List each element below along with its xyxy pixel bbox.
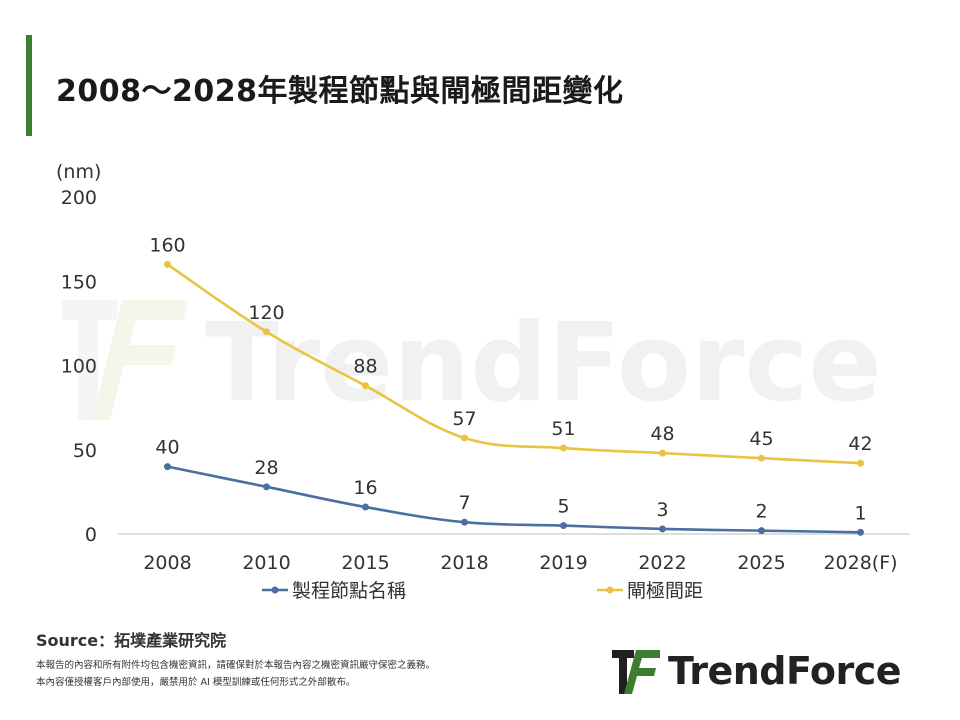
data-label: 40	[155, 437, 179, 459]
data-label: 48	[650, 423, 674, 445]
legend-label: 閘極間距	[627, 580, 703, 602]
chart-series: 40 28 16 7 5 3 2 1 160 120 88 57 51 48 45 42	[149, 234, 873, 536]
data-point	[461, 434, 468, 442]
y-axis-unit-label: (nm)	[56, 161, 101, 183]
x-tick-label: 2028(F)	[823, 552, 897, 574]
y-tick-label: 150	[61, 271, 97, 293]
data-point	[362, 382, 369, 390]
y-tick-label: 0	[85, 524, 97, 546]
watermark: TrendForce	[62, 300, 882, 426]
data-label: 5	[557, 496, 569, 518]
data-point	[362, 503, 369, 511]
data-point	[560, 444, 567, 452]
series-0: 40 28 16 7 5 3 2 1	[155, 437, 867, 536]
y-tick-label: 50	[73, 440, 97, 462]
data-label: 51	[551, 418, 575, 440]
chart-title: 2008～2028年製程節點與閘極間距變化	[56, 74, 624, 109]
chart-legend: 製程節點名稱 閘極間距	[262, 580, 703, 602]
data-point	[659, 449, 666, 457]
data-label: 45	[749, 428, 773, 450]
data-point	[164, 260, 171, 268]
x-tick-label: 2008	[143, 552, 191, 574]
data-label: 88	[353, 356, 377, 378]
x-tick-label: 2025	[737, 552, 785, 574]
data-label: 3	[656, 499, 668, 521]
data-label: 2	[755, 501, 767, 523]
series-line	[167, 465, 861, 534]
watermark-mark-f	[92, 300, 188, 420]
data-point	[164, 463, 171, 471]
logo-text: TrendForce	[668, 649, 902, 693]
watermark-mark	[62, 300, 188, 420]
data-label: 7	[458, 492, 470, 514]
series-1: 160 120 88 57 51 48 45 42	[149, 234, 873, 467]
x-tick-label: 2015	[341, 552, 389, 574]
data-point	[560, 522, 567, 530]
data-point	[857, 528, 864, 536]
data-label: 160	[149, 234, 185, 256]
series-line	[166, 263, 861, 465]
chart-axes: (nm) 0 50 100 150 200 2008 2010 2015 2018 2019 2022…	[56, 161, 910, 574]
data-point	[857, 459, 864, 467]
data-label: 16	[353, 477, 377, 499]
data-label: 1	[854, 502, 866, 524]
data-label: 28	[254, 457, 278, 479]
disclaimer-line-2: 本內容僅授權客戶內部使用，嚴禁用於 AI 模型訓練或任何形式之外部散布。	[36, 677, 356, 688]
data-label: 57	[452, 408, 476, 430]
data-point	[263, 328, 270, 336]
source-note: Source：拓墣產業研究院	[36, 631, 227, 650]
legend-marker	[606, 586, 614, 594]
watermark-text: TrendForce	[205, 301, 882, 426]
legend-label: 製程節點名稱	[292, 580, 406, 602]
watermark-mark-stem	[78, 300, 98, 420]
x-tick-label: 2022	[638, 552, 686, 574]
data-label: 120	[248, 302, 284, 324]
trendforce-logo: TrendForce	[612, 648, 932, 694]
disclaimer-line-1: 本報告的內容和所有附件均包含機密資訊，請確保對於本報告內容之機密資訊嚴守保密之義…	[36, 660, 436, 671]
x-tick-label: 2019	[539, 552, 587, 574]
y-tick-label: 200	[61, 187, 97, 209]
line-chart: TrendForce (nm) 0 50 100 150 200 2008 2010 2015 2…	[56, 161, 910, 602]
legend-item-1: 閘極間距	[597, 580, 703, 602]
data-label: 42	[848, 433, 872, 455]
data-point	[263, 483, 270, 491]
title-accent-bar	[26, 35, 32, 136]
y-tick-label: 100	[61, 356, 97, 378]
data-point	[659, 525, 666, 533]
legend-marker	[271, 586, 279, 594]
data-point	[758, 527, 765, 535]
legend-item-0: 製程節點名稱	[262, 580, 406, 602]
trendforce-logo-icon	[612, 650, 660, 694]
x-tick-label: 2010	[242, 552, 290, 574]
data-point	[461, 518, 468, 526]
x-tick-label: 2018	[440, 552, 488, 574]
data-point	[758, 454, 765, 462]
